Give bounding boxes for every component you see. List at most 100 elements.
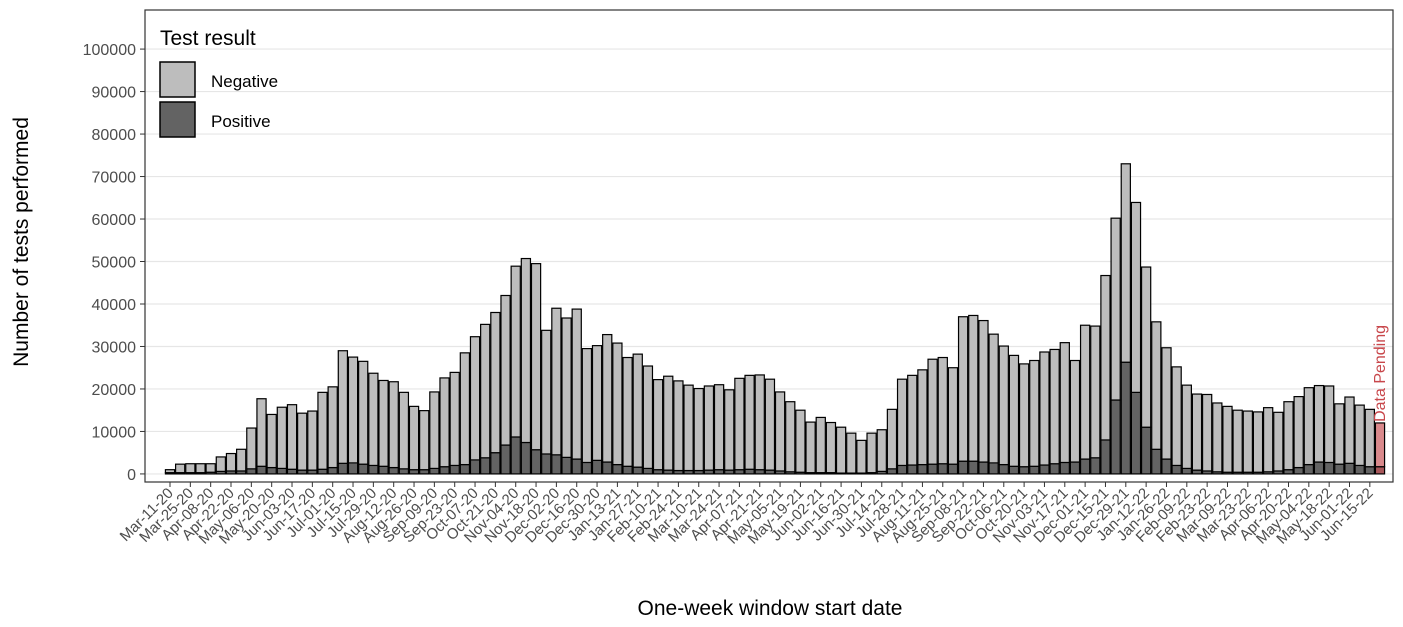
bar xyxy=(337,350,349,464)
bar xyxy=(236,448,247,472)
bar xyxy=(1171,366,1182,467)
bar xyxy=(490,311,501,454)
bar xyxy=(1222,405,1233,473)
bar xyxy=(988,333,999,464)
bar xyxy=(1049,348,1060,465)
bar xyxy=(846,432,857,474)
bar xyxy=(1090,325,1101,459)
bar xyxy=(581,347,593,464)
bar xyxy=(937,463,948,475)
bar xyxy=(358,360,369,465)
bar xyxy=(500,294,511,446)
bar xyxy=(459,463,471,475)
bar xyxy=(1252,411,1264,473)
bar xyxy=(490,452,501,475)
bar xyxy=(744,374,755,470)
bar xyxy=(439,377,450,468)
bar xyxy=(408,469,420,475)
y-axis-title: Number of tests performed xyxy=(10,117,33,367)
bar xyxy=(327,386,338,469)
bar xyxy=(1262,407,1274,473)
bar xyxy=(1130,201,1142,393)
bar xyxy=(754,374,765,471)
bar xyxy=(246,427,257,470)
bar xyxy=(327,466,338,475)
bar xyxy=(927,463,938,475)
bar xyxy=(1283,401,1294,471)
bar xyxy=(266,413,277,469)
bar xyxy=(907,464,918,475)
bar xyxy=(1161,347,1172,460)
bar xyxy=(1140,266,1152,428)
bar xyxy=(246,468,257,475)
bar xyxy=(449,371,460,467)
bar xyxy=(683,384,694,472)
bar xyxy=(602,461,613,475)
y-tick-label: 10000 xyxy=(92,424,137,441)
bar xyxy=(551,307,562,456)
bar xyxy=(1079,324,1091,460)
bar xyxy=(276,406,288,470)
bar xyxy=(724,389,735,471)
bar xyxy=(734,377,745,471)
bar xyxy=(378,465,389,475)
bar xyxy=(957,460,969,475)
bar xyxy=(1374,422,1386,468)
bar xyxy=(663,375,674,471)
bar xyxy=(612,463,623,475)
bar xyxy=(591,345,603,461)
legend-key xyxy=(159,101,196,138)
bar xyxy=(1323,385,1335,464)
bar xyxy=(693,387,704,472)
bar xyxy=(703,385,715,471)
bar xyxy=(896,378,908,467)
bar xyxy=(1334,403,1345,465)
bar xyxy=(286,404,298,470)
bar xyxy=(541,453,552,475)
bar xyxy=(1344,462,1355,475)
bar xyxy=(1049,463,1060,475)
bar xyxy=(968,460,979,475)
bar xyxy=(632,353,643,468)
bar xyxy=(825,421,837,474)
bar xyxy=(520,257,532,444)
bar xyxy=(1140,426,1152,475)
bar xyxy=(1344,396,1355,464)
bar xyxy=(1313,461,1325,475)
bar xyxy=(978,319,989,463)
bar xyxy=(256,398,267,467)
bar xyxy=(439,466,450,475)
bar xyxy=(358,463,369,475)
bar xyxy=(1008,354,1020,467)
y-tick-label: 60000 xyxy=(92,212,137,229)
y-tick-label: 80000 xyxy=(92,127,137,144)
bar xyxy=(957,316,969,462)
bar xyxy=(947,463,959,475)
bar xyxy=(622,465,633,475)
bar xyxy=(876,429,887,472)
bar xyxy=(713,384,725,471)
bar xyxy=(1181,384,1192,470)
bar xyxy=(1120,361,1131,475)
y-tick-label: 40000 xyxy=(92,297,137,314)
bar xyxy=(1090,457,1101,475)
bar xyxy=(1100,439,1111,475)
bar xyxy=(1323,461,1335,475)
bar xyxy=(1059,461,1070,475)
bar xyxy=(1212,402,1223,473)
bar xyxy=(998,463,1009,475)
bar xyxy=(1303,387,1314,466)
bar xyxy=(927,358,938,465)
bar xyxy=(856,439,867,474)
bar xyxy=(602,333,613,463)
bar xyxy=(1354,404,1365,467)
bar xyxy=(480,323,491,459)
bar xyxy=(754,469,765,475)
bar xyxy=(1100,274,1111,441)
bar xyxy=(1059,342,1070,464)
bar xyxy=(937,356,948,465)
bar xyxy=(998,345,1009,466)
bar xyxy=(307,410,318,471)
bar xyxy=(347,356,359,464)
bar xyxy=(652,469,664,475)
